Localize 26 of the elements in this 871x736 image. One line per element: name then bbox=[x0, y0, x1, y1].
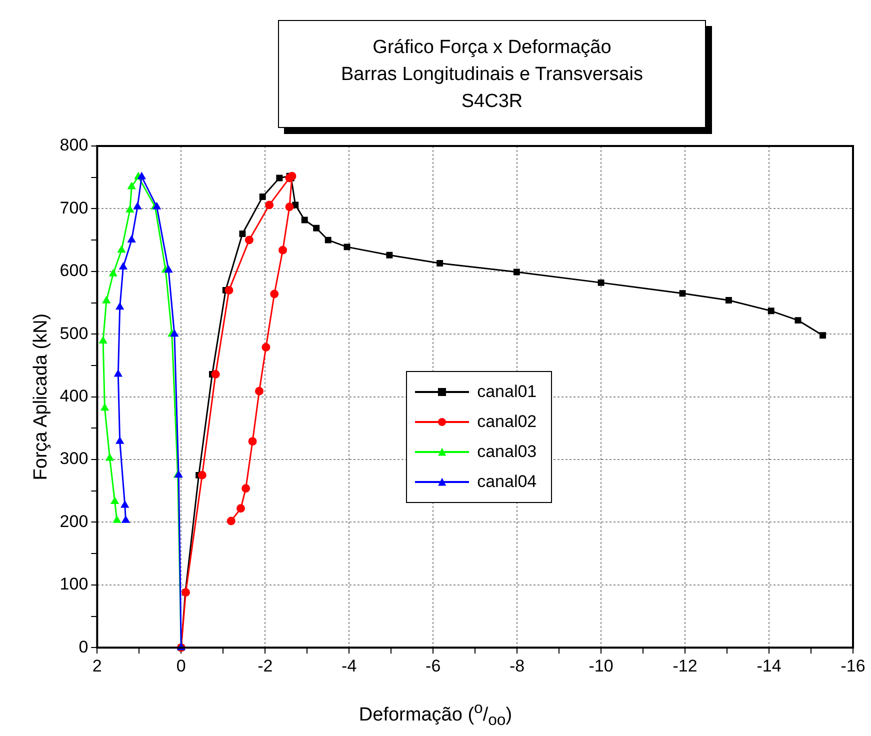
legend-label: canal04 bbox=[477, 472, 537, 492]
y-tick-label: 500 bbox=[60, 324, 88, 343]
x-tick-label: -12 bbox=[672, 656, 698, 676]
y-tick-label: 300 bbox=[60, 449, 88, 468]
y-tick-label: 400 bbox=[60, 386, 88, 406]
legend-label: canal02 bbox=[477, 412, 537, 432]
y-tick-label: 200 bbox=[60, 512, 88, 531]
x-tick-label: -6 bbox=[426, 656, 441, 676]
x-tick-label: -2 bbox=[258, 656, 273, 676]
legend-label: canal03 bbox=[477, 442, 537, 462]
x-tick-label: -14 bbox=[756, 656, 782, 676]
x-tick-label: -10 bbox=[588, 656, 614, 676]
chart-title: Gráfico Força x Deformação Barras Longitudinais e Transversais S4C3R bbox=[278, 20, 706, 128]
y-tick-label: 0 bbox=[78, 637, 88, 656]
x-tick-label: -4 bbox=[342, 656, 357, 676]
y-tick-label: 800 bbox=[60, 136, 88, 155]
y-tick-label: 600 bbox=[60, 261, 88, 280]
x-tick-label: 2 bbox=[92, 656, 102, 676]
x-tick-label: -8 bbox=[510, 656, 525, 676]
y-tick-label: 100 bbox=[60, 574, 88, 594]
x-tick-label: 0 bbox=[176, 656, 186, 676]
x-tick-label: -16 bbox=[840, 656, 866, 676]
y-tick-label: 700 bbox=[60, 198, 88, 218]
legend-label: canal01 bbox=[477, 382, 537, 402]
y-axis-title: Força Aplicada (kN) bbox=[30, 313, 52, 480]
x-axis-title: Deformação ($^{o}$/$_{oo}$) bbox=[358, 700, 514, 730]
